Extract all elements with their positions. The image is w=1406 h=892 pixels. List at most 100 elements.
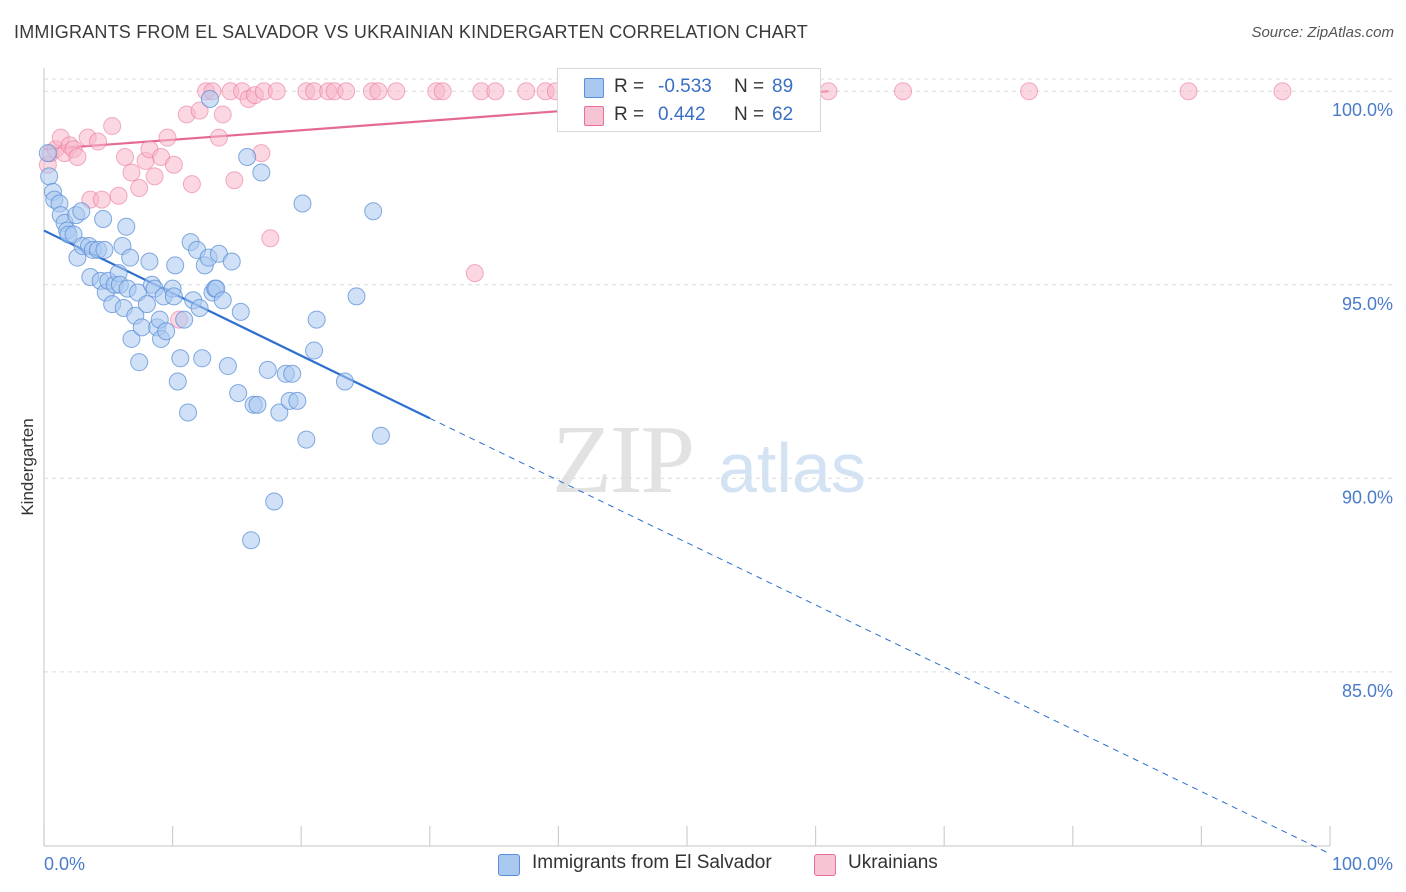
ukrainian-point-52: [486, 82, 505, 101]
el-salvador-point-68: [229, 384, 248, 403]
ukrainian-point-62: [1273, 82, 1292, 101]
bottom-legend-el-salvador[interactable]: Immigrants from El Salvador: [498, 852, 798, 878]
ukrainian-point-13: [109, 186, 128, 205]
ukrainian-point-7: [68, 148, 87, 167]
legend-n-value: 62: [772, 104, 794, 125]
x-tick-label-1: 100.0%: [1332, 854, 1393, 874]
ukrainian-point-44: [337, 82, 356, 101]
ukrainian-point-39: [267, 82, 286, 101]
ukrainian-point-30: [213, 105, 232, 124]
ukrainian-point-22: [164, 155, 183, 174]
el-salvador-point-60: [200, 89, 219, 108]
el-salvador-point-51: [175, 310, 194, 329]
ukrainian-point-10: [89, 132, 108, 151]
el-salvador-point-70: [238, 148, 257, 167]
el-salvador-point-47: [164, 287, 183, 306]
el-salvador-point-73: [248, 395, 267, 414]
el-salvador-point-1: [40, 167, 59, 186]
el-salvador-point-71: [242, 531, 261, 550]
el-salvador-point-38: [140, 252, 159, 271]
el-salvador-point-89: [371, 426, 390, 445]
el-salvador-point-50: [171, 349, 190, 368]
el-salvador-point-37: [137, 295, 156, 314]
el-salvador-point-66: [218, 357, 237, 376]
el-salvador-point-36: [132, 318, 151, 337]
axes: [43, 68, 1331, 847]
el-salvador-point-82: [293, 194, 312, 213]
el-salvador-point-20: [95, 240, 114, 259]
legend-row-ukrainians: R = 0.442 N = 62: [558, 101, 820, 129]
el-salvador-point-81: [288, 391, 307, 410]
ukrainian-point-25: [182, 175, 201, 194]
ukrainian-point-11: [92, 190, 111, 209]
legend-n-value: 89: [772, 76, 794, 97]
ukrainian-point-58: [819, 82, 838, 101]
ukrainian-point-50: [465, 264, 484, 283]
legend-row-el-salvador: R = -0.533 N = 89: [558, 73, 820, 101]
el-salvador-point-32: [122, 329, 141, 348]
bottom-legend-ukrainians[interactable]: Ukrainians: [814, 852, 954, 878]
legend-swatch-blue: [498, 854, 520, 876]
el-salvador-trend-line: [43, 229, 431, 420]
ukrainian-point-16: [130, 178, 149, 197]
ukrainian-point-53: [517, 82, 536, 101]
el-salvador-point-0: [38, 144, 57, 163]
legend-n-label: N =: [734, 104, 765, 125]
el-salvador-point-69: [231, 302, 250, 321]
el-salvador-point-52: [179, 403, 198, 422]
legend-swatch-pink: [584, 106, 604, 126]
el-salvador-point-19: [94, 209, 113, 228]
trend-lines: [43, 90, 1331, 855]
el-salvador-point-67: [222, 252, 241, 271]
el-salvador-point-48: [166, 256, 185, 275]
ukrainian-point-60: [1020, 82, 1039, 101]
el-salvador-trend-extension: [429, 417, 1331, 855]
ukrainian-point-29: [209, 128, 228, 147]
el-salvador-point-57: [193, 349, 212, 368]
ukrainian-point-14: [116, 148, 135, 167]
ukrainian-point-61: [1179, 82, 1198, 101]
watermark-atlas: atlas: [718, 429, 866, 507]
ukrainian-point-46: [369, 82, 388, 101]
y-tick-label-1: 90.0%: [1342, 487, 1393, 507]
legend-r-label: R =: [614, 104, 645, 125]
el-salvador-point-80: [283, 364, 302, 383]
el-salvador-point-76: [265, 492, 284, 511]
el-salvador-point-83: [297, 430, 316, 449]
data-points: [38, 82, 1292, 550]
legend-swatch-blue: [584, 78, 604, 98]
el-salvador-point-35: [130, 353, 149, 372]
el-salvador-point-87: [347, 287, 366, 306]
el-salvador-point-84: [305, 341, 324, 360]
ukrainian-point-19: [145, 167, 164, 186]
chart-title: IMMIGRANTS FROM EL SALVADOR VS UKRAINIAN…: [14, 22, 808, 42]
y-tick-label-2: 95.0%: [1342, 294, 1393, 314]
el-salvador-point-49: [168, 372, 187, 391]
ukrainian-point-15: [122, 163, 141, 182]
watermark-zip: ZIP: [552, 406, 695, 514]
legend-n-label: N =: [734, 76, 765, 97]
ukrainian-point-38: [261, 229, 280, 248]
legend-swatch-pink: [814, 854, 836, 876]
el-salvador-point-77: [270, 403, 289, 422]
ukrainian-point-49: [433, 82, 452, 101]
el-salvador-point-75: [258, 360, 277, 379]
ukrainian-point-26: [190, 101, 209, 120]
legend-r-value: 0.442: [658, 104, 706, 125]
stats-legend: R = -0.533 N = 89 R = 0.442 N = 62: [557, 68, 821, 132]
el-salvador-point-86: [335, 372, 354, 391]
y-tick-label-0: 85.0%: [1342, 681, 1393, 701]
el-salvador-point-74: [252, 163, 271, 182]
x-tick-label-0: 0.0%: [44, 854, 85, 874]
el-salvador-point-29: [117, 217, 136, 236]
el-salvador-point-65: [213, 291, 232, 310]
ukrainian-point-59: [894, 82, 913, 101]
legend-label-el-salvador: Immigrants from El Salvador: [532, 852, 772, 873]
axis-labels: 85.0% 90.0% 95.0% 100.0% 0.0% 100.0% Kindergar…: [18, 100, 1393, 874]
legend-r-value: -0.533: [658, 76, 712, 97]
el-salvador-point-88: [364, 202, 383, 221]
legend-label-ukrainians: Ukrainians: [848, 852, 938, 873]
legend-r-label: R =: [614, 76, 645, 97]
ukrainian-point-21: [158, 128, 177, 147]
